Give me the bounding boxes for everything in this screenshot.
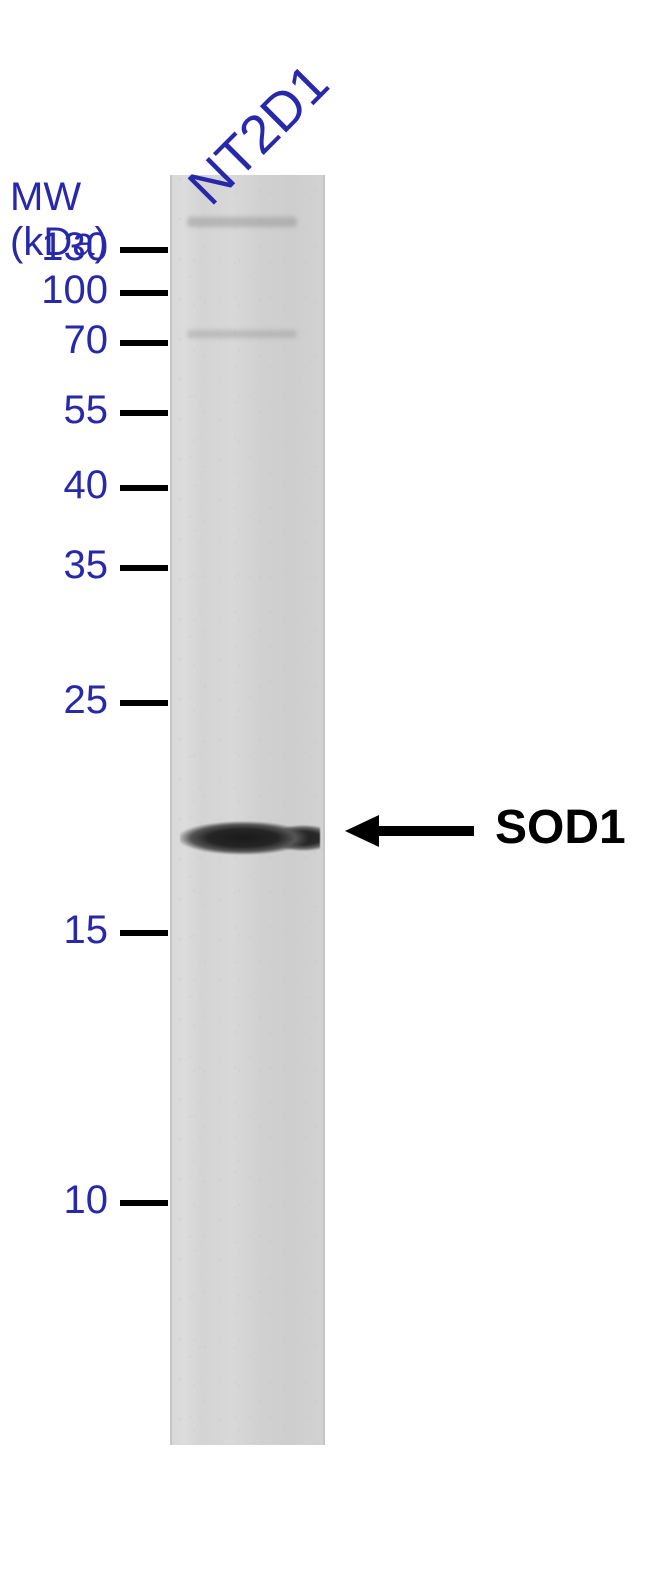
faint-band-mid <box>187 330 297 338</box>
mw-label-10: 10 <box>18 1178 108 1223</box>
faint-band-high <box>187 217 297 227</box>
mw-tick-130 <box>120 247 168 253</box>
western-blot-lane <box>170 175 325 1445</box>
mw-label-35: 35 <box>18 543 108 588</box>
mw-tick-35 <box>120 565 168 571</box>
mw-tick-100 <box>120 290 168 296</box>
mw-tick-55 <box>120 410 168 416</box>
mw-label-130: 130 <box>18 225 108 270</box>
mw-label-15: 15 <box>18 908 108 953</box>
mw-tick-70 <box>120 340 168 346</box>
target-label: SOD1 <box>495 800 626 855</box>
arrow-line <box>379 826 474 836</box>
mw-label-70: 70 <box>18 318 108 363</box>
mw-label-40: 40 <box>18 463 108 508</box>
blot-background-noise <box>172 175 323 1445</box>
arrow-head-icon <box>345 815 379 847</box>
mw-tick-15 <box>120 930 168 936</box>
mw-header-line1: MW <box>10 175 108 220</box>
mw-tick-10 <box>120 1200 168 1206</box>
mw-tick-25 <box>120 700 168 706</box>
target-arrow <box>345 815 474 847</box>
main-band-sod1 <box>180 820 320 856</box>
mw-label-55: 55 <box>18 388 108 433</box>
mw-tick-40 <box>120 485 168 491</box>
mw-label-100: 100 <box>18 268 108 313</box>
mw-label-25: 25 <box>18 678 108 723</box>
